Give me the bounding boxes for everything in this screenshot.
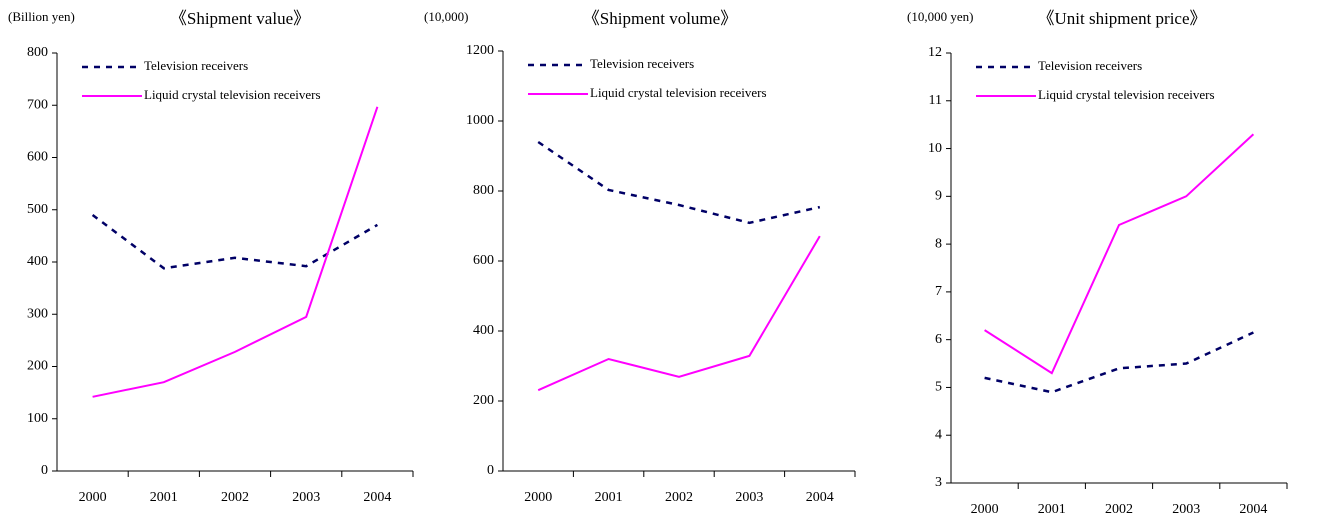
y-tick-label: 1200: [466, 43, 494, 58]
y-axis-label: (10,000): [424, 9, 468, 24]
chart-title: 《Shipment volume》: [583, 9, 737, 28]
y-tick-label: 9: [935, 189, 942, 204]
y-tick-label: 10: [928, 141, 942, 156]
x-tick-label: 2003: [292, 490, 320, 505]
data-line: [537, 235, 821, 392]
legend-label: Television receivers: [590, 56, 694, 71]
y-tick-label: 800: [473, 183, 494, 198]
y-tick-label: 6: [935, 332, 942, 347]
x-tick-label: 2001: [595, 490, 623, 505]
chart: 《Unit shipment price》 (10,000 yen) 3 4 5 6 7 8 9…: [907, 9, 1288, 517]
y-tick-label: 600: [27, 150, 48, 165]
y-tick-label: 1000: [466, 113, 494, 128]
data-line: [984, 331, 1254, 394]
x-tick-label: 2004: [1239, 502, 1267, 517]
y-tick-label: 800: [27, 45, 48, 60]
x-tick-label: 2004: [363, 490, 391, 505]
legend-label: Television receivers: [1038, 58, 1142, 73]
x-tick-label: 2000: [79, 490, 107, 505]
legend-label: Television receivers: [144, 58, 248, 73]
x-tick-label: 2002: [221, 490, 249, 505]
y-tick-label: 12: [928, 45, 942, 60]
y-tick-label: 700: [27, 97, 48, 112]
y-tick-label: 100: [27, 411, 48, 426]
y-tick-label: 5: [935, 380, 942, 395]
legend-label: Liquid crystal television receivers: [1038, 87, 1215, 102]
y-axis-label: (Billion yen): [8, 9, 75, 24]
y-tick-label: 500: [27, 202, 48, 217]
x-tick-label: 2002: [1105, 502, 1133, 517]
x-tick-label: 2004: [806, 490, 834, 505]
data-line: [92, 106, 379, 398]
x-tick-label: 2000: [524, 490, 552, 505]
y-tick-label: 11: [929, 93, 942, 108]
y-tick-label: 8: [935, 236, 942, 251]
data-line: [537, 140, 821, 225]
x-tick-label: 2001: [1038, 502, 1066, 517]
y-tick-label: 400: [27, 254, 48, 269]
data-line: [984, 133, 1255, 375]
y-axis-label: (10,000 yen): [907, 9, 973, 24]
x-tick-label: 2001: [150, 490, 178, 505]
x-tick-label: 2003: [1172, 502, 1200, 517]
x-tick-label: 2002: [665, 490, 693, 505]
y-tick-label: 300: [27, 306, 48, 321]
chart-title: 《Unit shipment price》: [1037, 9, 1206, 28]
chart-title: 《Shipment value》: [170, 9, 310, 28]
y-tick-label: 600: [473, 253, 494, 268]
legend-label: Liquid crystal television receivers: [144, 87, 321, 102]
y-tick-label: 400: [473, 323, 494, 338]
chart: 《Shipment volume》 (10,000) 0 200 400 600 800 10…: [424, 9, 856, 505]
y-tick-label: 7: [935, 284, 942, 299]
legend-label: Liquid crystal television receivers: [590, 85, 767, 100]
y-tick-label: 200: [473, 393, 494, 408]
y-tick-label: 0: [41, 463, 48, 478]
data-line: [91, 213, 379, 270]
y-tick-label: 0: [487, 463, 494, 478]
chart: 《Shipment value》 (Billion yen) 0 100 200 300 4…: [8, 9, 414, 505]
x-tick-label: 2003: [735, 490, 763, 505]
y-tick-label: 4: [935, 427, 942, 442]
y-tick-label: 3: [935, 475, 942, 490]
y-tick-label: 200: [27, 359, 48, 374]
x-tick-label: 2000: [971, 502, 999, 517]
